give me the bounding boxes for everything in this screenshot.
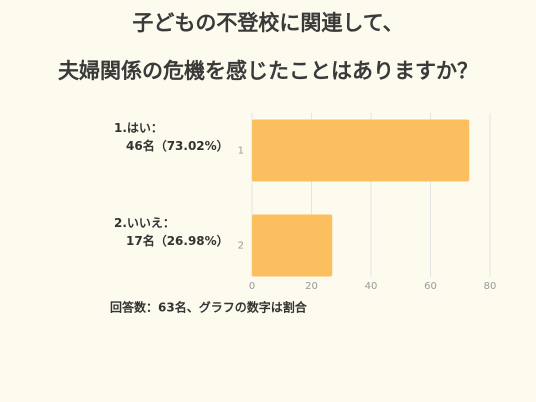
x-tick-label: 20 [305,281,318,292]
y-tick-label: 2 [238,241,244,252]
chart-title: 夫婦関係の危機を感じたことはありますか？ [58,59,478,83]
footnote: 回答数：63名、グラフの数字は割合 [110,300,308,315]
x-tick-label: 80 [484,281,497,292]
x-tick-label: 40 [365,281,378,292]
x-tick-label: 0 [249,281,255,292]
annotation: 1.はい： [114,121,163,135]
y-tick-label: 1 [238,146,244,157]
bar [252,119,470,182]
annotation: 17名（26.98%） [126,233,229,248]
annotation: 2.いいえ： [114,216,175,230]
bar [252,214,333,277]
annotation: 46名（73.02%） [126,138,229,153]
chart-title: 子どもの不登校に関連して、 [132,11,403,35]
x-tick-label: 60 [424,281,437,292]
